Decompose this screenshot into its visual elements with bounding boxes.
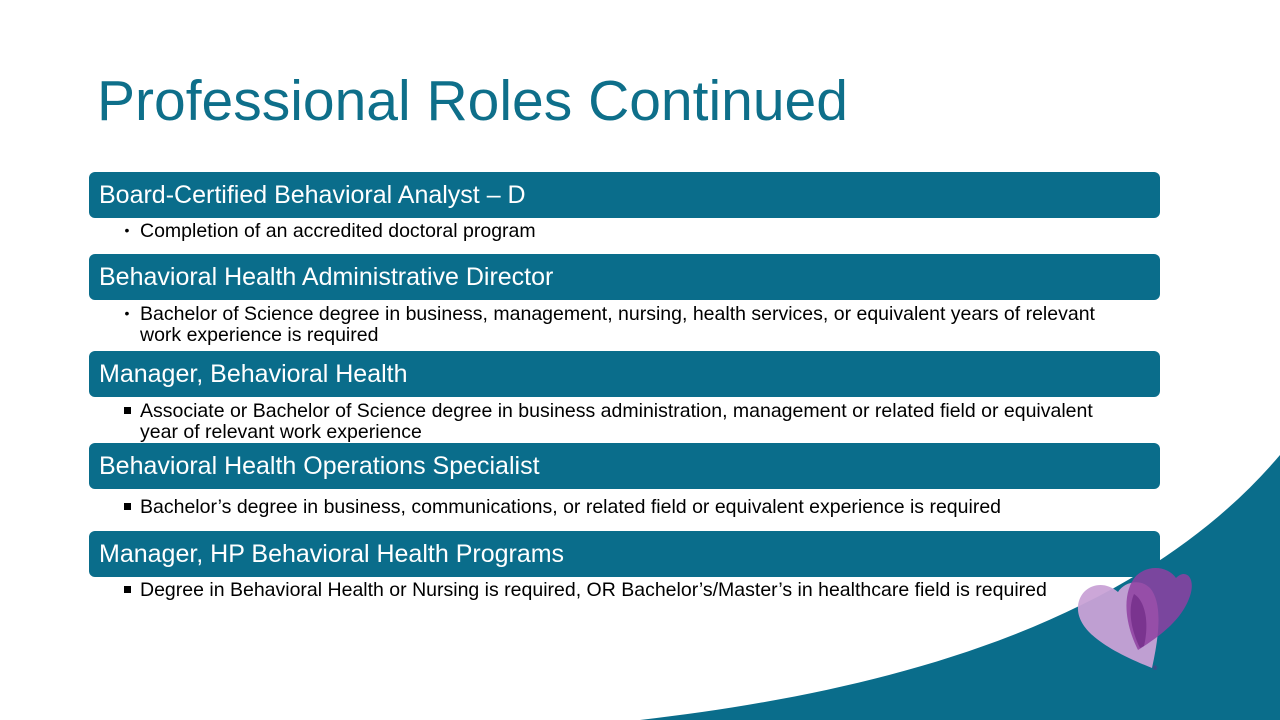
section-bullet: Degree in Behavioral Health or Nursing i… [140, 579, 1047, 601]
section-heading-operations-specialist: Behavioral Health Operations Specialist [89, 443, 1160, 489]
section-bullet: Completion of an accredited doctoral pro… [140, 220, 536, 242]
section-heading-hp-programs: Manager, HP Behavioral Health Programs [89, 531, 1160, 577]
slide-title: Professional Roles Continued [97, 69, 848, 133]
bullet-dot: • [124, 222, 130, 238]
section-heading-bcba-d: Board-Certified Behavioral Analyst – D [89, 172, 1160, 218]
section-heading-manager-bh: Manager, Behavioral Health [89, 351, 1160, 397]
section-heading-admin-director: Behavioral Health Administrative Directo… [89, 254, 1160, 300]
bullet-dot: • [124, 305, 130, 321]
heart-logo-icon: ® [1077, 567, 1192, 672]
section-bullet: Bachelor of Science degree in business, … [140, 303, 1095, 346]
svg-text:®: ® [1152, 665, 1158, 672]
section-bullet: Bachelor’s degree in business, communica… [140, 496, 1002, 518]
section-bullet: Associate or Bachelor of Science degree … [140, 400, 1093, 443]
